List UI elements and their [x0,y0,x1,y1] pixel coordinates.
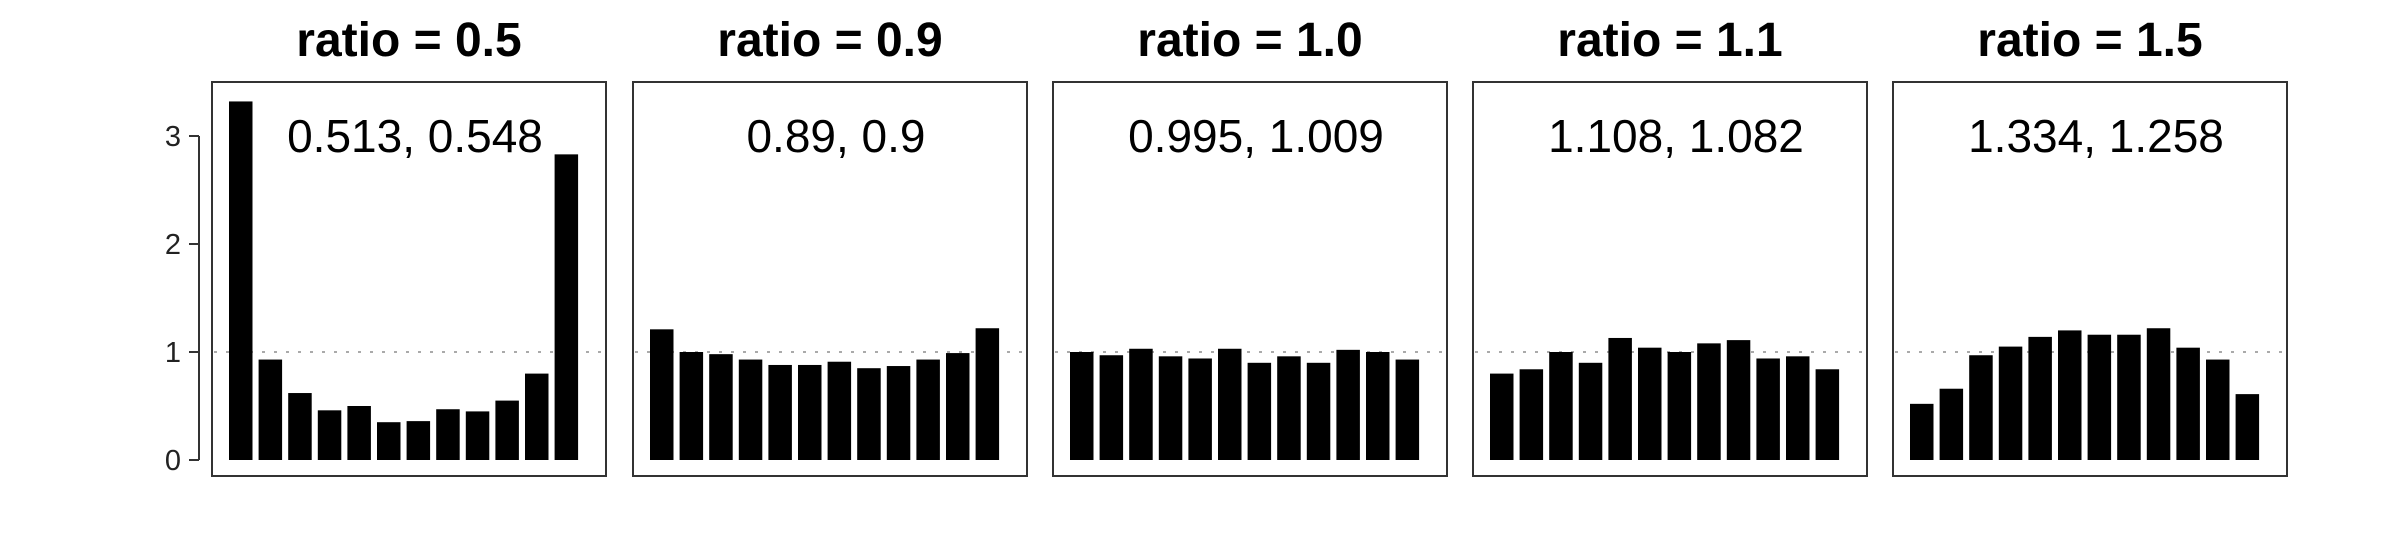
y-tick-label: 3 [165,121,181,153]
panel-frame [1052,81,1448,477]
bar [1247,362,1272,460]
bar [738,359,763,460]
bar [679,352,704,460]
bar [2028,336,2052,460]
chart-panel: ratio = 0.9 0.89, 0.9 [632,14,1028,477]
bar [1910,403,1934,460]
panel-annotation: 0.89, 0.9 [746,110,925,162]
panel-frame [1472,81,1868,477]
bar [1070,352,1094,460]
bar [1578,362,1603,460]
chart-panel: ratio = 1.5 1.334, 1.258 [1892,14,2288,477]
bar [1129,348,1153,460]
chart-panels: ratio = 0.5 0.513, 0.548 ratio = 0.9 0.89, … [211,14,2288,477]
bar [465,411,490,460]
panel-title: ratio = 0.9 [717,14,942,67]
bar [2206,359,2230,460]
bar [288,393,312,460]
bar [1277,356,1301,460]
bar [258,359,283,460]
bar [1519,369,1544,460]
bar [1815,369,1840,460]
bar [1638,347,1662,460]
bar [1969,355,1993,460]
bar [1939,388,1964,460]
y-axis: 0 1 2 3 [165,121,200,477]
bar [798,364,822,460]
bar [1786,356,1810,460]
bar [2117,334,2141,460]
bar [650,329,674,460]
panel-annotation: 1.334, 1.258 [1968,110,2224,162]
panel-frame [211,81,607,477]
bar [2146,328,2171,460]
bar [317,410,342,460]
bar [406,421,431,460]
panel-title: ratio = 1.0 [1137,14,1362,67]
chart-panel: ratio = 0.5 0.513, 0.548 [211,14,607,477]
bar [2058,330,2082,460]
bar [347,406,371,460]
bar [377,422,401,460]
panel-title: ratio = 1.1 [1557,14,1782,67]
bar [229,101,253,460]
bar [827,361,852,460]
bar [1099,355,1124,460]
bar [709,354,733,460]
panel-frame [632,81,1028,477]
panel-frame [1892,81,2288,477]
panel-annotation: 1.108, 1.082 [1548,110,1804,162]
bar [886,366,911,460]
bar [1336,349,1360,460]
bar [1756,358,1780,460]
bar [1667,352,1692,460]
bar [1158,356,1183,460]
bar [1697,343,1721,460]
bar [495,400,519,460]
bar [1549,352,1573,460]
bar [768,364,792,460]
panel-title: ratio = 0.5 [296,14,521,67]
bar [1726,340,1751,460]
bar [1608,337,1632,460]
bar [1306,362,1331,460]
chart-panel: ratio = 1.0 0.995, 1.009 [1052,14,1448,477]
bar [1998,346,2023,460]
panel-annotation: 0.513, 0.548 [287,110,543,162]
bar [975,328,1000,460]
bar [1218,348,1242,460]
bar [2235,394,2260,460]
bar [857,368,881,460]
bar [1366,352,1390,460]
y-tick-label: 0 [165,445,181,477]
y-tick-label: 2 [165,229,181,261]
bar [2176,347,2200,460]
bar [554,154,579,461]
bar [1188,358,1212,460]
panel-title: ratio = 1.5 [1977,14,2202,67]
bar [436,409,460,460]
panel-annotation: 0.995, 1.009 [1128,110,1384,162]
bar [2087,334,2112,460]
bar [525,373,549,460]
y-tick-label: 1 [165,337,181,369]
bar [1490,373,1514,460]
bar [946,353,970,460]
chart-panel: ratio = 1.1 1.108, 1.082 [1472,14,1868,477]
bar [916,359,940,460]
bar [1395,359,1420,460]
